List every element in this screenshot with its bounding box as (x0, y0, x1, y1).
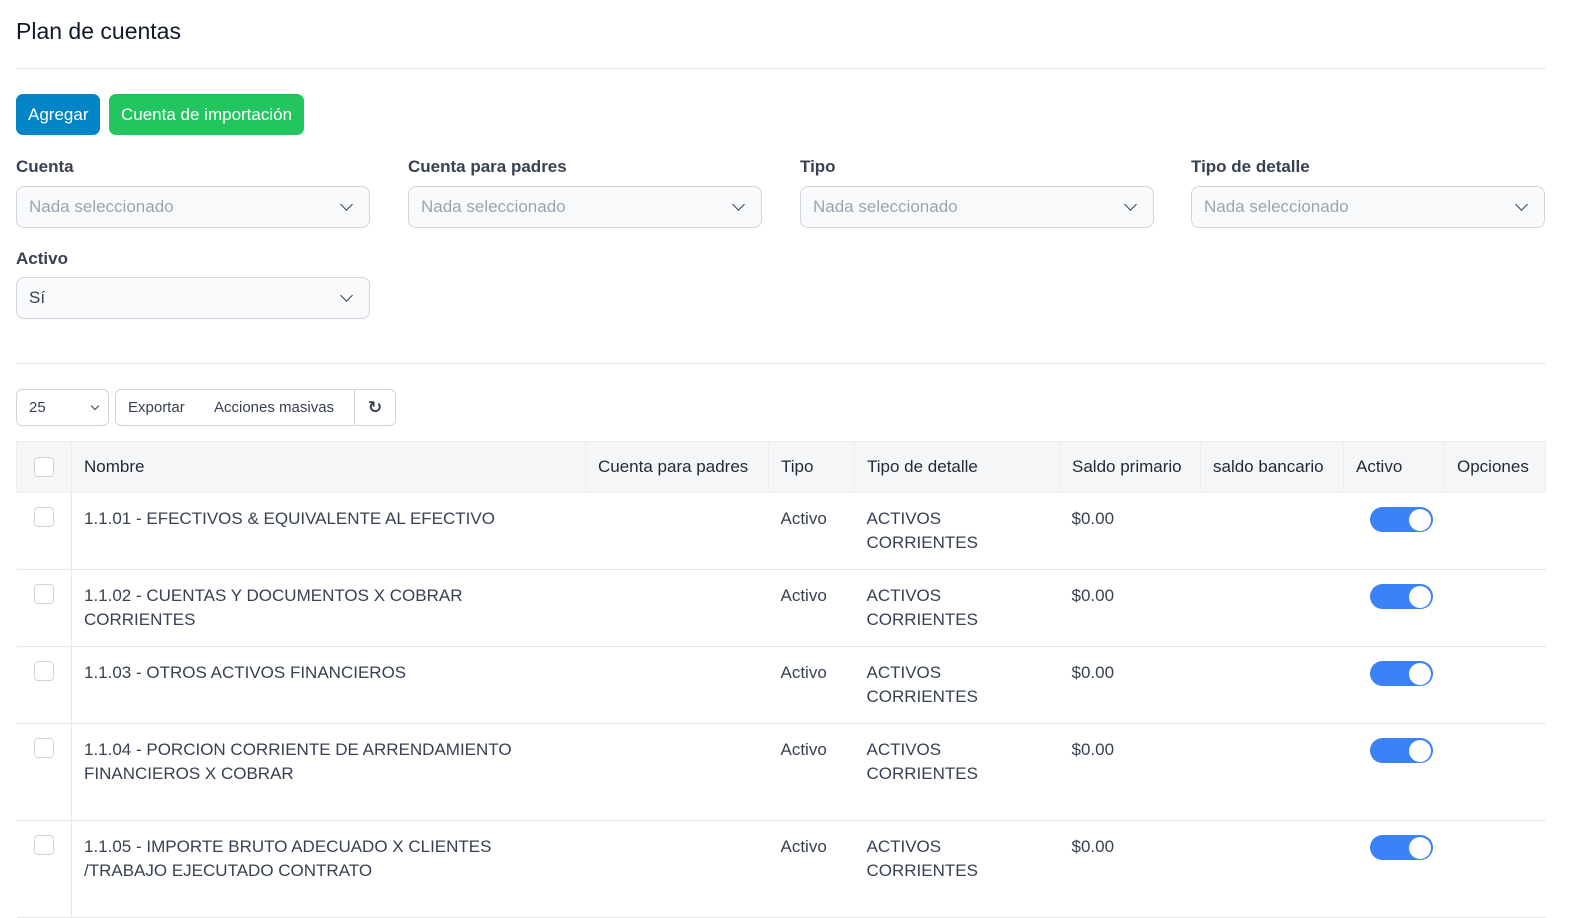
cell-saldo: $0.00 (1059, 492, 1201, 570)
col-saldo[interactable]: Saldo primario (1059, 441, 1201, 493)
cell-opciones (1444, 492, 1546, 570)
cell-tipo: Activo (768, 569, 855, 647)
cell-opciones (1444, 723, 1546, 821)
cell-opciones (1444, 569, 1546, 647)
col-nombre[interactable]: Nombre (71, 441, 586, 493)
table-row: 1.1.04 - PORCION CORRIENTE DE ARRENDAMIE… (16, 723, 1546, 821)
cell-banco (1200, 723, 1344, 821)
page-size-select[interactable]: 25 (16, 389, 109, 426)
col-detalle[interactable]: Tipo de detalle (854, 441, 1060, 493)
select-value: Nada seleccionado (29, 197, 174, 216)
table-row: 1.1.01 - EFECTIVOS & EQUIVALENTE AL EFEC… (16, 492, 1546, 570)
active-toggle[interactable] (1369, 661, 1433, 686)
filter-detalle-select[interactable]: Nada seleccionado (1191, 186, 1545, 228)
cell-nombre[interactable]: 1.1.02 - CUENTAS Y DOCUMENTOS X COBRAR C… (71, 569, 586, 647)
cell-banco (1200, 569, 1344, 647)
chevron-down-icon (1515, 198, 1528, 211)
row-checkbox[interactable] (16, 569, 72, 647)
chevron-down-icon (90, 401, 100, 411)
add-button[interactable]: Agregar (16, 94, 101, 135)
accounts-table: Nombre Cuenta para padres Tipo Tipo de d… (16, 441, 1546, 918)
cell-padres (585, 646, 769, 724)
cell-banco (1200, 492, 1344, 570)
table-row: 1.1.05 - IMPORTE BRUTO ADECUADO X CLIENT… (16, 820, 1546, 918)
filter-label-padres: Cuenta para padres (408, 157, 567, 176)
select-value: Sí (29, 288, 46, 307)
cell-detalle: ACTIVOS CORRIENTES (854, 569, 1060, 647)
cell-nombre[interactable]: 1.1.05 - IMPORTE BRUTO ADECUADO X CLIENT… (71, 820, 586, 918)
table-row: 1.1.03 - OTROS ACTIVOS FINANCIEROS Activ… (16, 646, 1546, 724)
export-button[interactable]: Exportar (115, 389, 203, 426)
cell-tipo: Activo (768, 723, 855, 821)
page-size-value: 25 (29, 399, 46, 416)
select-all-checkbox[interactable] (16, 441, 72, 493)
filter-label-cuenta: Cuenta (16, 157, 74, 176)
row-checkbox[interactable] (16, 820, 72, 918)
filter-label-detalle: Tipo de detalle (1191, 157, 1310, 176)
chevron-down-icon (732, 198, 745, 211)
col-activo[interactable]: Activo (1343, 441, 1445, 493)
cell-nombre[interactable]: 1.1.01 - EFECTIVOS & EQUIVALENTE AL EFEC… (71, 492, 586, 570)
select-value: Nada seleccionado (1204, 197, 1349, 216)
cell-banco (1200, 646, 1344, 724)
chevron-down-icon (340, 198, 353, 211)
table-row: 1.1.02 - CUENTAS Y DOCUMENTOS X COBRAR C… (16, 569, 1546, 647)
cell-opciones (1444, 820, 1546, 918)
cell-nombre[interactable]: 1.1.03 - OTROS ACTIVOS FINANCIEROS (71, 646, 586, 724)
divider (16, 363, 1546, 364)
row-checkbox[interactable] (16, 492, 72, 570)
col-banco[interactable]: saldo bancario (1200, 441, 1344, 493)
cell-padres (585, 820, 769, 918)
divider (16, 68, 1546, 69)
active-toggle[interactable] (1369, 584, 1433, 609)
cell-padres (585, 492, 769, 570)
cell-tipo: Activo (768, 646, 855, 724)
active-toggle[interactable] (1369, 507, 1433, 532)
cell-banco (1200, 820, 1344, 918)
chevron-down-icon (340, 289, 353, 302)
cell-detalle: ACTIVOS CORRIENTES (854, 492, 1060, 570)
cell-padres (585, 569, 769, 647)
cell-detalle: ACTIVOS CORRIENTES (854, 723, 1060, 821)
refresh-icon: ↻ (367, 397, 383, 417)
bulk-actions-button[interactable]: Acciones masivas (202, 389, 355, 426)
cell-tipo: Activo (768, 820, 855, 918)
filter-activo-select[interactable]: Sí (16, 277, 370, 319)
cell-nombre[interactable]: 1.1.04 - PORCION CORRIENTE DE ARRENDAMIE… (71, 723, 586, 821)
import-account-button[interactable]: Cuenta de importación (109, 94, 305, 135)
col-opciones: Opciones (1444, 441, 1546, 493)
cell-detalle: ACTIVOS CORRIENTES (854, 820, 1060, 918)
filter-tipo-select[interactable]: Nada seleccionado (800, 186, 1154, 228)
col-tipo[interactable]: Tipo (768, 441, 855, 493)
active-toggle[interactable] (1369, 835, 1433, 860)
cell-saldo: $0.00 (1059, 723, 1201, 821)
col-padres[interactable]: Cuenta para padres (585, 441, 769, 493)
page-title: Plan de cuentas (16, 18, 181, 44)
row-checkbox[interactable] (16, 723, 72, 821)
cell-saldo: $0.00 (1059, 569, 1201, 647)
cell-detalle: ACTIVOS CORRIENTES (854, 646, 1060, 724)
cell-padres (585, 723, 769, 821)
select-value: Nada seleccionado (813, 197, 958, 216)
filter-label-tipo: Tipo (800, 157, 836, 176)
filter-padres-select[interactable]: Nada seleccionado (408, 186, 762, 228)
cell-saldo: $0.00 (1059, 820, 1201, 918)
row-checkbox[interactable] (16, 646, 72, 724)
cell-saldo: $0.00 (1059, 646, 1201, 724)
cell-tipo: Activo (768, 492, 855, 570)
filter-cuenta-select[interactable]: Nada seleccionado (16, 186, 370, 228)
active-toggle[interactable] (1369, 738, 1433, 763)
cell-opciones (1444, 646, 1546, 724)
refresh-button[interactable]: ↻ (354, 389, 396, 426)
select-value: Nada seleccionado (421, 197, 566, 216)
chevron-down-icon (1124, 198, 1137, 211)
filter-label-activo: Activo (16, 249, 68, 268)
